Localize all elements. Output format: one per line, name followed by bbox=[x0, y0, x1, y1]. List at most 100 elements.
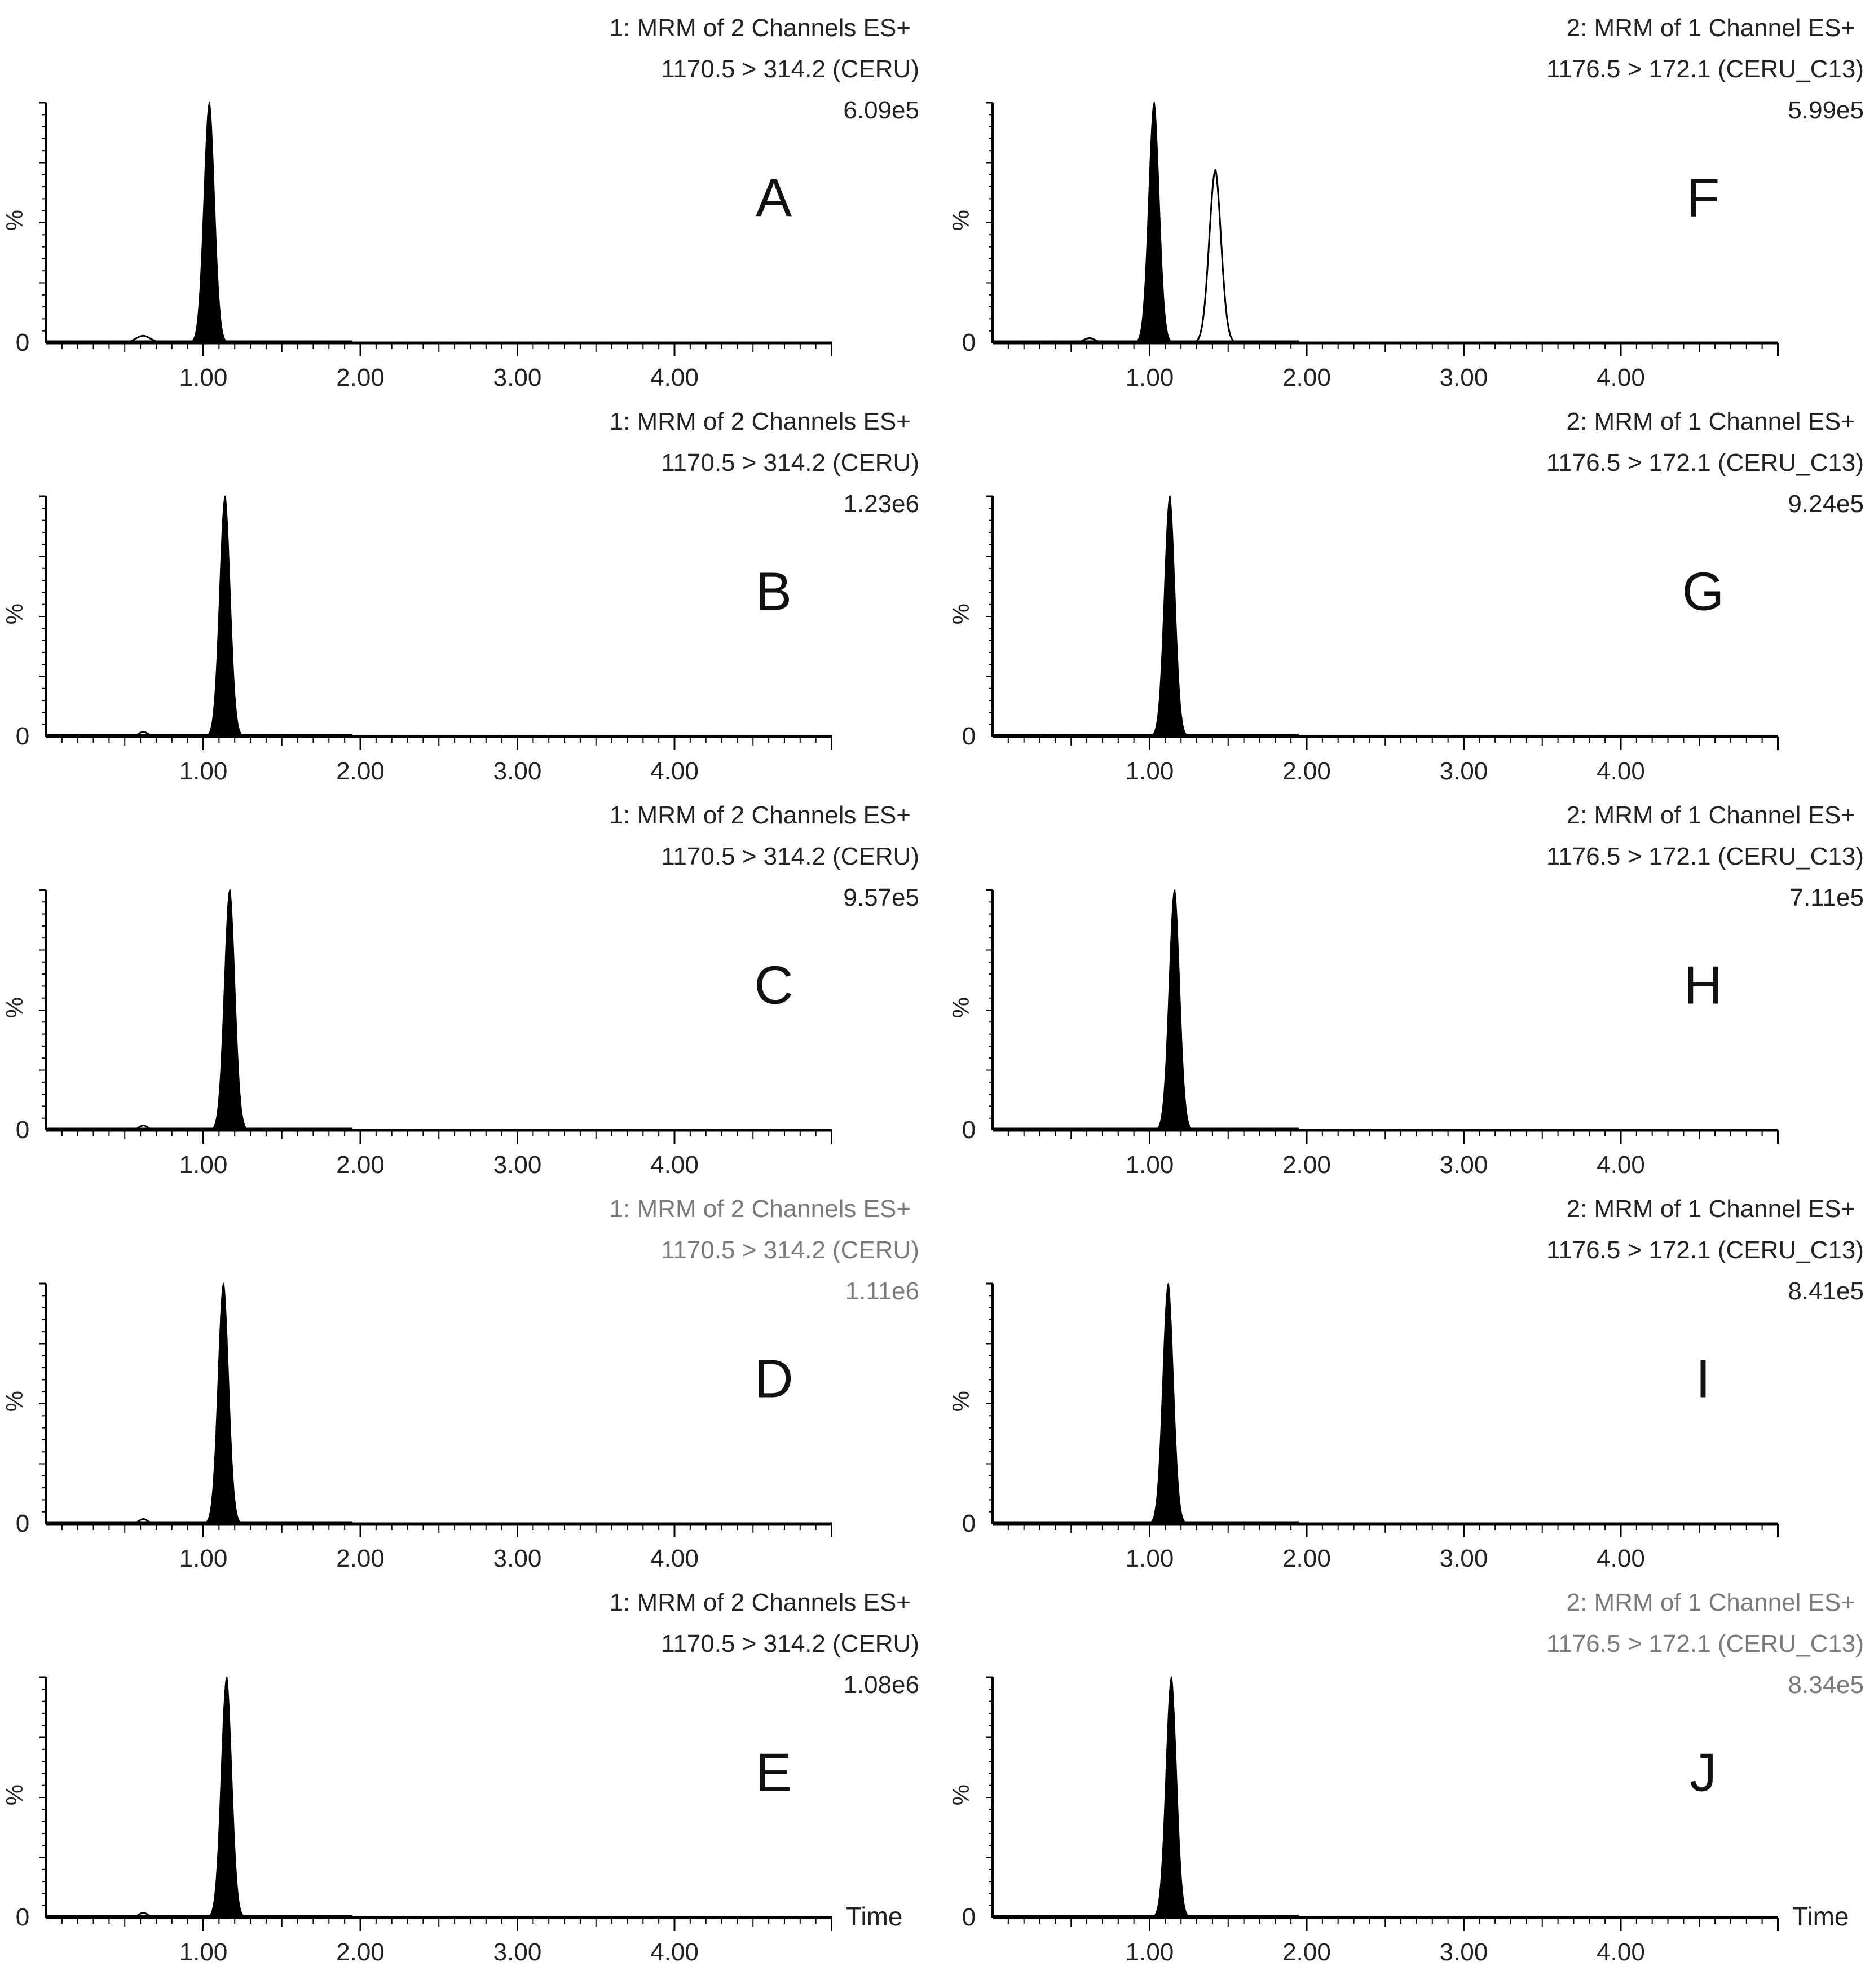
panel-intensity-label: 9.24e5 bbox=[1788, 490, 1864, 518]
panel-header-channel: 2: MRM of 1 Channel ES+ bbox=[1567, 801, 1855, 829]
x-tick-label: 1.00 bbox=[1126, 1545, 1174, 1572]
x-axis-title: Time bbox=[846, 1902, 903, 1931]
panel-intensity-label: 1.11e6 bbox=[845, 1277, 919, 1305]
panel-letter-e: E bbox=[756, 1742, 792, 1802]
chromatogram-peak-outline bbox=[112, 334, 183, 344]
x-tick-label: 3.00 bbox=[1440, 1938, 1488, 1966]
chromatogram-peak-outline bbox=[1065, 337, 1121, 344]
chromatogram-panel-i: 2: MRM of 1 Channel ES+ 1176.5 > 172.1 (C… bbox=[947, 1195, 1864, 1572]
chromatogram-panel-j: 2: MRM of 1 Channel ES+ 1176.5 > 172.1 (C… bbox=[947, 1589, 1864, 1966]
panel-header-channel: 2: MRM of 1 Channel ES+ bbox=[1567, 1195, 1855, 1223]
panel-header-transition: 1170.5 > 314.2 (CERU) bbox=[661, 449, 919, 477]
x-tick-label: 4.00 bbox=[650, 1151, 699, 1179]
y-zero-label: 0 bbox=[16, 722, 29, 750]
x-tick-label: 4.00 bbox=[650, 1545, 699, 1572]
x-tick-label: 2.00 bbox=[336, 364, 385, 391]
panel-letter-j: J bbox=[1690, 1742, 1717, 1802]
panel-letter-a: A bbox=[756, 167, 792, 228]
y-zero-label: 0 bbox=[962, 1116, 976, 1144]
chromatogram-panel-e: 1: MRM of 2 Channels ES+ 1170.5 > 314.2 (… bbox=[1, 1589, 919, 1966]
panel-header-transition: 1170.5 > 314.2 (CERU) bbox=[661, 1236, 919, 1264]
panel-header-transition: 1176.5 > 172.1 (CERU_C13) bbox=[1546, 1630, 1864, 1658]
x-tick-label: 2.00 bbox=[1282, 1545, 1331, 1572]
y-zero-label: 0 bbox=[962, 329, 976, 356]
x-tick-label: 2.00 bbox=[1282, 364, 1331, 391]
chromatogram-panel-c: 1: MRM of 2 Channels ES+ 1170.5 > 314.2 (… bbox=[1, 801, 919, 1179]
y-axis-label: % bbox=[947, 210, 974, 231]
chromatogram-peak-filled bbox=[204, 1676, 254, 1918]
x-tick-label: 1.00 bbox=[1126, 757, 1174, 785]
chromatogram-peak-outline bbox=[1189, 168, 1247, 344]
x-tick-label: 3.00 bbox=[1440, 757, 1488, 785]
x-tick-label: 2.00 bbox=[1282, 1938, 1331, 1966]
chromatogram-peak-filled bbox=[1145, 1282, 1196, 1524]
panel-letter-c: C bbox=[754, 955, 793, 1015]
x-tick-label: 1.00 bbox=[1126, 1938, 1174, 1966]
x-tick-label: 3.00 bbox=[1440, 1545, 1488, 1572]
x-tick-label: 3.00 bbox=[493, 364, 542, 391]
x-tick-label: 1.00 bbox=[179, 364, 228, 391]
panel-header-transition: 1176.5 > 172.1 (CERU_C13) bbox=[1546, 843, 1864, 870]
x-tick-label: 4.00 bbox=[650, 1938, 699, 1966]
x-tick-label: 4.00 bbox=[1597, 1938, 1645, 1966]
chromatogram-panel-h: 2: MRM of 1 Channel ES+ 1176.5 > 172.1 (C… bbox=[947, 801, 1864, 1179]
chromatogram-panel-f: 2: MRM of 1 Channel ES+ 1176.5 > 172.1 (C… bbox=[947, 14, 1864, 391]
panel-intensity-label: 9.57e5 bbox=[843, 884, 919, 911]
y-axis-label: % bbox=[947, 1391, 974, 1412]
panel-letter-i: I bbox=[1696, 1348, 1711, 1409]
x-tick-label: 1.00 bbox=[179, 1151, 228, 1179]
x-tick-label: 3.00 bbox=[1440, 364, 1488, 391]
y-axis-label: % bbox=[947, 603, 974, 624]
y-zero-label: 0 bbox=[16, 329, 29, 356]
panel-header-transition: 1176.5 > 172.1 (CERU_C13) bbox=[1546, 1236, 1864, 1264]
panel-header-channel: 1: MRM of 2 Channels ES+ bbox=[610, 408, 911, 435]
panel-header-channel: 1: MRM of 2 Channels ES+ bbox=[610, 1195, 911, 1223]
chromatogram-panel-g: 2: MRM of 1 Channel ES+ 1176.5 > 172.1 (C… bbox=[947, 408, 1864, 785]
y-axis-label: % bbox=[947, 997, 974, 1018]
x-tick-label: 2.00 bbox=[336, 1938, 385, 1966]
y-zero-label: 0 bbox=[962, 1510, 976, 1537]
x-tick-label: 4.00 bbox=[1597, 1545, 1645, 1572]
chromatogram-peak-filled bbox=[1147, 495, 1198, 737]
x-axis-title: Time bbox=[1792, 1902, 1849, 1931]
y-axis-label: % bbox=[947, 1784, 974, 1805]
panel-header-transition: 1170.5 > 314.2 (CERU) bbox=[661, 1630, 919, 1658]
panel-intensity-label: 8.34e5 bbox=[1788, 1671, 1864, 1699]
panel-header-channel: 2: MRM of 1 Channel ES+ bbox=[1567, 14, 1855, 42]
chromatogram-peak-outline bbox=[125, 1912, 167, 1919]
x-tick-label: 2.00 bbox=[336, 1545, 385, 1572]
panel-header-channel: 1: MRM of 2 Channels ES+ bbox=[610, 1589, 911, 1616]
x-tick-label: 4.00 bbox=[650, 364, 699, 391]
chromatogram-peak-filled bbox=[1152, 888, 1202, 1131]
panel-intensity-label: 5.99e5 bbox=[1788, 96, 1864, 124]
y-axis-label: % bbox=[1, 603, 28, 624]
x-tick-label: 3.00 bbox=[493, 1545, 542, 1572]
x-tick-label: 1.00 bbox=[1126, 364, 1174, 391]
x-tick-label: 3.00 bbox=[1440, 1151, 1488, 1179]
panel-header-transition: 1176.5 > 172.1 (CERU_C13) bbox=[1546, 55, 1864, 83]
x-tick-label: 4.00 bbox=[1597, 364, 1645, 391]
panel-header-channel: 1: MRM of 2 Channels ES+ bbox=[610, 14, 911, 42]
panel-letter-b: B bbox=[756, 561, 792, 621]
x-tick-label: 4.00 bbox=[650, 757, 699, 785]
y-axis-label: % bbox=[1, 1391, 28, 1412]
panel-letter-h: H bbox=[1683, 955, 1722, 1015]
chromatogram-peak-filled bbox=[202, 495, 253, 737]
y-zero-label: 0 bbox=[16, 1116, 29, 1144]
x-tick-label: 1.00 bbox=[179, 1938, 228, 1966]
x-tick-label: 3.00 bbox=[493, 1151, 542, 1179]
panel-letter-d: D bbox=[754, 1348, 793, 1409]
panel-header-transition: 1170.5 > 314.2 (CERU) bbox=[661, 55, 919, 83]
panel-header-transition: 1176.5 > 172.1 (CERU_C13) bbox=[1546, 449, 1864, 477]
panel-intensity-label: 6.09e5 bbox=[843, 96, 919, 124]
panel-intensity-label: 8.41e5 bbox=[1788, 1277, 1864, 1305]
x-tick-label: 2.00 bbox=[336, 757, 385, 785]
panel-header-channel: 1: MRM of 2 Channels ES+ bbox=[610, 801, 911, 829]
x-tick-label: 1.00 bbox=[179, 1545, 228, 1572]
chromatogram-panel-a: 1: MRM of 2 Channels ES+ 1170.5 > 314.2 (… bbox=[1, 14, 919, 391]
x-tick-label: 2.00 bbox=[1282, 1151, 1331, 1179]
chromatogram-panel-d: 1: MRM of 2 Channels ES+ 1170.5 > 314.2 (… bbox=[1, 1195, 919, 1572]
panel-intensity-label: 7.11e5 bbox=[1790, 884, 1864, 911]
